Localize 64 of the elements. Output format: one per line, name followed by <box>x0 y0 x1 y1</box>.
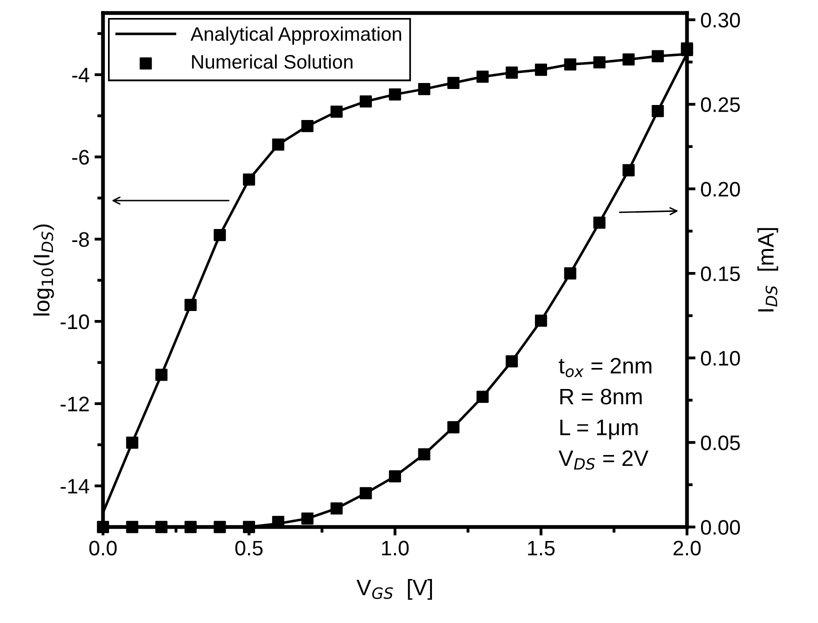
point <box>155 520 168 534</box>
y-tick-label: -8 <box>72 232 89 247</box>
y2-tick-label: 0.25 <box>701 97 740 112</box>
x-tick-label: 1.5 <box>528 540 555 556</box>
y2-tick-label: 0.10 <box>701 350 740 366</box>
x-tick-label: 0.5 <box>235 540 263 556</box>
point <box>214 228 226 242</box>
y2-tick-label: 0.30 <box>701 12 740 28</box>
point <box>447 421 460 434</box>
point <box>652 104 664 118</box>
point <box>506 66 518 79</box>
annotation: V$_{DS}$ = 2V <box>558 450 648 470</box>
point <box>184 520 197 534</box>
point <box>126 436 138 449</box>
point <box>301 512 314 525</box>
x-tick-label: 1.0 <box>382 540 409 556</box>
point <box>330 106 343 118</box>
y-axis-title: log$_{10}$(I$_{DS}$) <box>33 224 54 316</box>
point <box>447 76 460 89</box>
point <box>534 64 548 76</box>
y2-tick-label: 0.20 <box>701 182 740 197</box>
y2-tick-label: 0.05 <box>701 435 740 450</box>
x-axis-title: V$_{GS}$ [V] <box>356 579 432 600</box>
legend-label: Analytical Approximation <box>190 26 402 45</box>
point <box>476 390 489 403</box>
point <box>418 448 430 460</box>
y-tick-label: -6 <box>72 150 89 165</box>
point <box>301 120 314 132</box>
point <box>622 53 635 66</box>
point <box>242 173 256 186</box>
annotation: R = 8nm <box>560 388 642 404</box>
point <box>652 50 664 62</box>
point <box>564 267 576 280</box>
point <box>126 520 138 534</box>
point <box>360 95 372 108</box>
point <box>534 314 548 327</box>
point <box>593 216 606 229</box>
point <box>155 368 168 381</box>
point <box>214 520 226 534</box>
y-tick-label: -12 <box>60 396 89 412</box>
point <box>622 164 635 176</box>
point <box>476 70 489 83</box>
annotation: t$_{ox}$ = 2nm <box>558 358 652 378</box>
point <box>360 487 372 500</box>
point <box>593 56 606 68</box>
y-tick-label: -14 <box>60 479 90 494</box>
point <box>272 138 284 151</box>
point <box>184 298 197 312</box>
point <box>418 83 430 96</box>
point <box>330 502 343 514</box>
y2-axis-title: I$_{DS}$ [mA] <box>757 228 778 312</box>
annotation: L = 1μm <box>560 420 638 440</box>
point <box>564 58 576 70</box>
legend-label: Numerical Solution <box>192 54 352 69</box>
y-tick-label: -4 <box>72 68 90 82</box>
x-tick-label: 2.0 <box>674 540 701 556</box>
y2-tick-label: 0.00 <box>701 520 740 535</box>
y2-tick-label: 0.15 <box>701 266 740 282</box>
point <box>506 355 518 368</box>
point <box>388 470 402 482</box>
point <box>242 520 256 534</box>
x-tick-label: 0.0 <box>89 540 117 556</box>
y-tick-label: -10 <box>60 314 89 330</box>
point <box>388 88 402 100</box>
